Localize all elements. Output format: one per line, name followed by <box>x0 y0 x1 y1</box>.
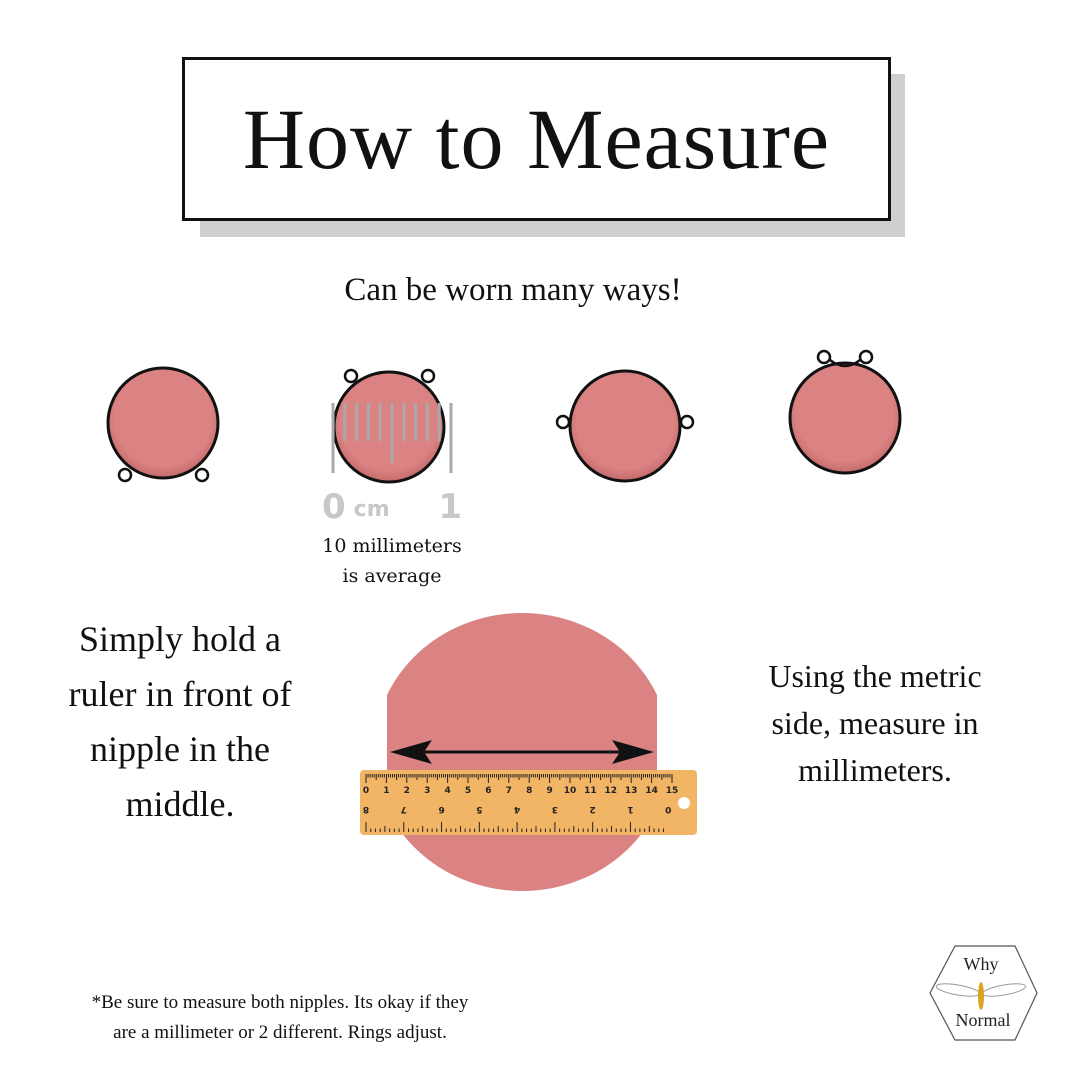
ruler-number: 14 <box>645 786 658 796</box>
caption-line: 10 millimeters <box>322 535 462 557</box>
page-title: How to Measure <box>242 91 831 187</box>
text-line: Using the metric <box>768 658 982 694</box>
logo: Why Normal <box>929 945 1038 1041</box>
ruler-number: 0 <box>363 786 369 796</box>
ruler-number: 5 <box>465 786 471 796</box>
right-instructions: Using the metric side, measure in millim… <box>725 653 1025 794</box>
scale-ticks <box>331 403 453 473</box>
text-line: middle. <box>125 784 235 824</box>
logo-text-top: Why <box>964 954 999 974</box>
ruler-number: 8 <box>526 786 532 796</box>
ruler-number: 9 <box>546 786 552 796</box>
ruler-number: 5 <box>476 804 482 814</box>
ruler-number: 1 <box>627 804 633 814</box>
text-line: millimeters. <box>798 752 952 788</box>
cm-scale-labels: 0 cm 1 <box>322 487 462 527</box>
scale-unit: cm <box>353 497 390 522</box>
footnote: *Be sure to measure both nipples. Its ok… <box>30 988 530 1048</box>
text-line: ruler in front of <box>68 674 292 714</box>
nipple-ring-bottom <box>106 366 220 483</box>
ruler-number: 3 <box>552 804 558 814</box>
nipple-ring-top-with-scale <box>331 368 453 484</box>
ruler-number: 15 <box>666 786 679 796</box>
text-line: side, measure in <box>771 705 979 741</box>
left-instructions: Simply hold a ruler in front of nipple i… <box>20 612 340 832</box>
text-line: nipple in the <box>90 729 270 769</box>
ruler-number: 2 <box>404 786 410 796</box>
ruler-number: 2 <box>590 804 596 814</box>
footnote-line: *Be sure to measure both nipples. Its ok… <box>91 992 469 1013</box>
ruler-number: 6 <box>438 804 444 814</box>
ruler-number: 3 <box>424 786 430 796</box>
ruler-number: 8 <box>363 804 369 814</box>
ruler-number: 7 <box>401 804 407 814</box>
ruler-number: 7 <box>506 786 512 796</box>
logo-text-bottom: Normal <box>956 1010 1011 1030</box>
footnote-line: are a millimeter or 2 different. Rings a… <box>113 1022 447 1043</box>
title-box: How to Measure <box>182 57 891 221</box>
ruler-number: 0 <box>665 804 671 814</box>
nipple-ring-sides <box>555 369 695 483</box>
scale-zero: 0 <box>322 487 346 527</box>
caption-line: is average <box>342 565 442 587</box>
ruler-number: 4 <box>514 804 520 814</box>
ruler-number: 13 <box>625 786 638 796</box>
measure-arrow <box>390 740 654 764</box>
scale-one: 1 <box>438 487 462 527</box>
text-line: Simply hold a <box>78 619 281 659</box>
ruler-number: 12 <box>605 786 618 796</box>
nipple-ring-top <box>788 349 902 475</box>
ruler-number: 4 <box>444 786 450 796</box>
subtitle: Can be worn many ways! <box>344 272 682 308</box>
ruler-number: 6 <box>485 786 491 796</box>
ruler-number: 10 <box>564 786 577 796</box>
ruler-number: 1 <box>383 786 389 796</box>
average-caption: 10 millimeters is average <box>292 531 492 591</box>
ruler-number: 11 <box>584 786 597 796</box>
